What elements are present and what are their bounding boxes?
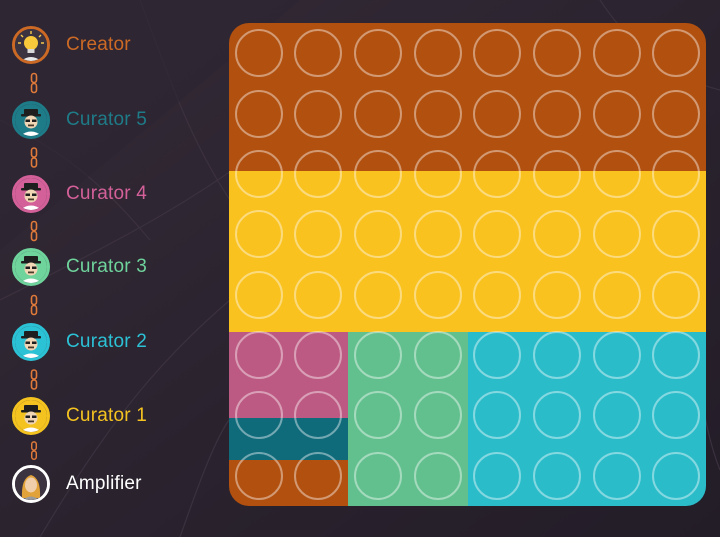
grid-slot-circle bbox=[413, 149, 462, 198]
grid-slot-circle bbox=[592, 210, 641, 259]
grid-slot-circle bbox=[354, 149, 403, 198]
curator-avatar-icon bbox=[12, 248, 50, 286]
grid-slot-circle bbox=[413, 270, 462, 319]
grid-slot-circle bbox=[473, 29, 522, 78]
grid-slot-circle bbox=[652, 29, 701, 78]
grid-slot-circle bbox=[234, 210, 283, 259]
grid-slot-circle bbox=[294, 331, 343, 380]
grid-slot-circle bbox=[592, 89, 641, 138]
grid-slot-circle bbox=[532, 149, 581, 198]
role-label: Curator 3 bbox=[66, 256, 148, 277]
grid-slot-circle bbox=[592, 451, 641, 500]
grid-slot-circle bbox=[234, 451, 283, 500]
grid-slot-circle bbox=[413, 210, 462, 259]
grid-slot-circle bbox=[413, 391, 462, 440]
grid-slot-circle bbox=[413, 29, 462, 78]
grid-slot-circle bbox=[234, 89, 283, 138]
grid-slot-circle bbox=[294, 149, 343, 198]
role-label: Amplifier bbox=[66, 473, 142, 494]
grid-slot-circle bbox=[294, 29, 343, 78]
grid-slot-circle bbox=[652, 89, 701, 138]
role-creator: Creator bbox=[12, 23, 131, 67]
grid-slot-circle bbox=[473, 391, 522, 440]
grid-slot-circle bbox=[592, 331, 641, 380]
grid-slot-circle bbox=[354, 391, 403, 440]
grid-slot-circle bbox=[473, 270, 522, 319]
curator-avatar-icon bbox=[12, 175, 50, 213]
curator-avatar-icon bbox=[12, 323, 50, 361]
grid-slot-circle bbox=[592, 391, 641, 440]
chain-link-icon bbox=[30, 147, 38, 168]
lightbulb-icon bbox=[12, 26, 50, 64]
role-curator-2: Curator 2 bbox=[12, 320, 147, 364]
role-curator-4: Curator 4 bbox=[12, 172, 147, 216]
grid-slot-circle bbox=[354, 451, 403, 500]
grid-slot-circle bbox=[413, 89, 462, 138]
grid-slot-circle bbox=[473, 149, 522, 198]
grid-slot-circle bbox=[532, 270, 581, 319]
chain-link-icon bbox=[30, 72, 38, 94]
grid-slot-circle bbox=[234, 149, 283, 198]
grid-slot-circle bbox=[473, 89, 522, 138]
chain-link-icon bbox=[30, 294, 38, 316]
chain-link-icon bbox=[30, 220, 38, 242]
grid-slot-circle bbox=[413, 331, 462, 380]
grid-slot-circle bbox=[532, 29, 581, 78]
grid-slot-circle bbox=[354, 89, 403, 138]
grid-slot-circle bbox=[532, 391, 581, 440]
grid-slot-circle bbox=[234, 391, 283, 440]
grid-slot-circle bbox=[652, 270, 701, 319]
grid-slot-circle bbox=[592, 29, 641, 78]
grid-slot-circle bbox=[413, 451, 462, 500]
grid-slot-circle bbox=[532, 89, 581, 138]
grid-slot-circle bbox=[294, 451, 343, 500]
chain-link-icon bbox=[30, 369, 38, 390]
grid-slot-circle bbox=[234, 270, 283, 319]
grid-slot-circle bbox=[354, 210, 403, 259]
grid-slot-circle bbox=[234, 331, 283, 380]
grid-slot-circle bbox=[532, 331, 581, 380]
grid-slot-circle bbox=[294, 89, 343, 138]
grid-slot-circle bbox=[473, 210, 522, 259]
role-label: Creator bbox=[66, 34, 131, 55]
grid-slot-circle bbox=[592, 270, 641, 319]
role-amplifier: Amplifier bbox=[12, 462, 142, 506]
grid-slot-circle bbox=[473, 451, 522, 500]
grid-slot-circle bbox=[652, 210, 701, 259]
grid-slot-circle bbox=[294, 391, 343, 440]
amplifier-avatar-icon bbox=[12, 465, 50, 503]
curator-avatar-icon bbox=[12, 397, 50, 435]
grid-slot-circle bbox=[592, 149, 641, 198]
allocation-grid bbox=[229, 23, 706, 506]
role-label: Curator 4 bbox=[66, 183, 148, 204]
grid-slot-circle bbox=[532, 210, 581, 259]
grid-slot-circle bbox=[473, 331, 522, 380]
curator-avatar-icon bbox=[12, 101, 50, 139]
grid-slot-circle bbox=[652, 149, 701, 198]
role-curator-5: Curator 5 bbox=[12, 98, 147, 142]
role-chain: Creator Curator 5 Curator 4 Curator 3 Curato… bbox=[0, 0, 225, 537]
role-label: Curator 5 bbox=[66, 109, 148, 130]
grid-slot-circle bbox=[652, 391, 701, 440]
role-curator-3: Curator 3 bbox=[12, 245, 147, 289]
grid-slot-circle bbox=[652, 331, 701, 380]
grid-slot-circle bbox=[652, 451, 701, 500]
grid-slot-circle bbox=[294, 210, 343, 259]
role-label: Curator 2 bbox=[66, 331, 148, 352]
grid-slot-circle bbox=[234, 29, 283, 78]
chain-link-icon bbox=[30, 441, 38, 460]
grid-slot-circle bbox=[532, 451, 581, 500]
role-label: Curator 1 bbox=[66, 405, 148, 426]
grid-slot-circle bbox=[354, 29, 403, 78]
role-curator-1: Curator 1 bbox=[12, 394, 147, 438]
grid-slot-circle bbox=[354, 270, 403, 319]
grid-slot-circle bbox=[354, 331, 403, 380]
grid-slot-circle bbox=[294, 270, 343, 319]
